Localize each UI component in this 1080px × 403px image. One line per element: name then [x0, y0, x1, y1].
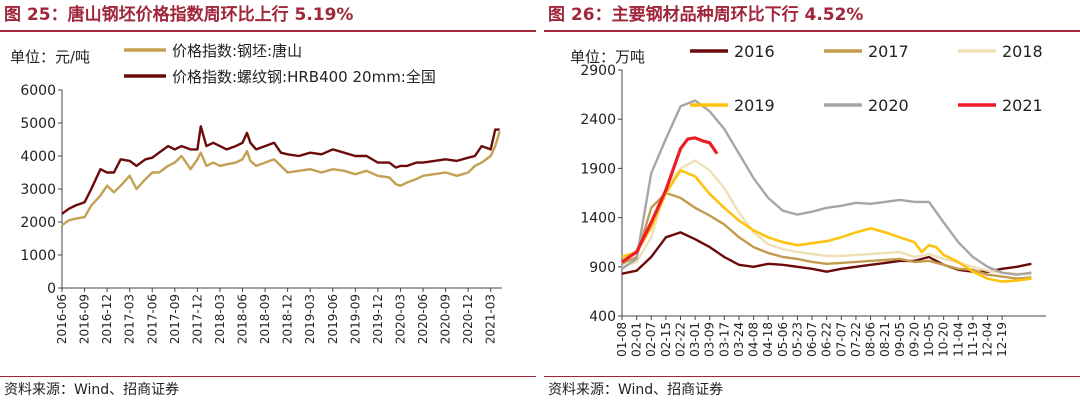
x-tick-label: 11-19: [966, 322, 980, 357]
series-line-价格指数:钢坯:唐山: [61, 130, 501, 227]
y-tick-label: 2000: [20, 215, 56, 231]
x-tick-label: 2019-06: [326, 294, 340, 344]
x-tick-label: 12-04: [981, 322, 995, 357]
x-tick-label: 02-15: [659, 322, 673, 357]
x-tick-label: 09-05: [893, 322, 907, 357]
y-tick-label: 900: [589, 260, 616, 276]
x-tick-label: 2020-12: [461, 294, 475, 344]
left-title-rule: [0, 30, 536, 32]
x-tick-label: 06-22: [820, 322, 834, 357]
y-tick-label: 6000: [20, 83, 56, 99]
x-tick-label: 2019-09: [348, 294, 362, 344]
x-tick-label: 2017-12: [190, 294, 204, 344]
x-tick-label: 07-22: [849, 322, 863, 357]
y-tick-label: 3000: [20, 182, 56, 198]
series-line-2019: [621, 169, 1032, 283]
legend-label-价格指数:钢坯:唐山: 价格指数:钢坯:唐山: [172, 42, 302, 60]
x-tick-label: 12-19: [995, 322, 1009, 357]
y-tick-label: 4000: [20, 149, 56, 165]
x-tick-label: 08-06: [864, 322, 878, 357]
right-chart-title: 图 26：主要钢材品种周环比下行 4.52%: [548, 5, 864, 25]
x-tick-label: 2017-09: [168, 294, 182, 344]
x-tick-label: 02-07: [644, 322, 658, 357]
x-tick-label: 2016-12: [100, 294, 114, 344]
x-tick-label: 02-22: [673, 322, 687, 357]
y-tick-label: 2900: [580, 63, 616, 79]
y-tick-label: 1900: [580, 161, 616, 177]
series-line-2018: [621, 159, 1032, 276]
x-tick-label: 2020-09: [439, 294, 453, 344]
x-tick-label: 11-04: [951, 322, 965, 357]
left-source-note: 资料来源：Wind、招商证券: [4, 382, 180, 398]
x-tick-label: 08-21: [878, 322, 892, 357]
x-tick-label: 2016-06: [55, 294, 69, 344]
x-tick-label: 2018-09: [258, 294, 272, 344]
x-tick-label: 2020-06: [416, 294, 430, 344]
x-tick-label: 04-08: [747, 322, 761, 357]
right-title-rule: [544, 30, 1080, 32]
x-tick-label: 2018-06: [236, 294, 250, 344]
series-line-2020: [621, 99, 1032, 276]
legend-label-价格指数:螺纹钢:HRB400 20mm:全国: 价格指数:螺纹钢:HRB400 20mm:全国: [172, 68, 436, 86]
y-tick-label: 1000: [20, 248, 56, 264]
left-chart: 单位：元/吨 0 1000 2000 3000 4000 5000 6000 2016-06 20…: [10, 42, 502, 344]
legend-label-2018: 2018: [1002, 42, 1043, 61]
legend-label-2017: 2017: [868, 42, 909, 61]
x-tick-label: 2018-03: [213, 294, 227, 344]
x-tick-label: 2019-03: [303, 294, 317, 344]
x-tick-label: 2017-03: [123, 294, 137, 344]
x-tick-label: 05-23: [790, 322, 804, 357]
x-tick-label: 03-17: [717, 322, 731, 357]
x-tick-label: 2019-12: [371, 294, 385, 344]
x-tick-label: 03-24: [732, 322, 746, 357]
legend-label-2021: 2021: [1002, 96, 1043, 115]
x-tick-label: 06-07: [805, 322, 819, 357]
left-source-rule: [0, 376, 536, 377]
x-tick-label: 09-20: [907, 322, 921, 357]
series-line-价格指数:螺纹钢:HRB400 20mm:全国: [61, 125, 500, 215]
x-tick-label: 2018-12: [281, 294, 295, 344]
x-tick-label: 10-20: [937, 322, 951, 357]
y-unit-label: 单位：元/吨: [10, 48, 90, 66]
y-tick-label: 2400: [580, 112, 616, 128]
y-unit-label: 单位：万吨: [570, 48, 645, 66]
x-tick-label: 05-06: [776, 322, 790, 357]
y-tick-label: 5000: [20, 116, 56, 132]
x-tick-label: 2021-03: [484, 294, 498, 344]
y-tick-label: 400: [589, 309, 616, 325]
legend-label-2020: 2020: [868, 96, 909, 115]
left-chart-title: 图 25：唐山钢坯价格指数周环比上行 5.19%: [4, 5, 354, 25]
x-tick-label: 01-08: [615, 322, 629, 357]
y-tick-label: 1400: [580, 211, 616, 227]
x-tick-label: 02-01: [630, 322, 644, 357]
x-tick-label: 2017-06: [145, 294, 159, 344]
series-line-2016: [621, 231, 1032, 275]
legend-label-2016: 2016: [734, 42, 775, 61]
legend-label-2019: 2019: [734, 96, 775, 115]
series-line-2017: [621, 191, 1032, 280]
series-line-2021: [621, 136, 719, 264]
x-tick-label: 03-09: [703, 322, 717, 357]
x-tick-label: 2020-03: [393, 294, 407, 344]
right-source-rule: [544, 376, 1080, 377]
right-source-note: 资料来源：Wind、招商证券: [548, 382, 724, 398]
y-tick-label: 0: [47, 281, 56, 297]
x-tick-label: 10-05: [922, 322, 936, 357]
x-tick-label: 07-07: [834, 322, 848, 357]
x-tick-label: 03-01: [688, 322, 702, 357]
x-tick-label: 04-18: [761, 322, 775, 357]
x-tick-label: 2016-09: [78, 294, 92, 344]
